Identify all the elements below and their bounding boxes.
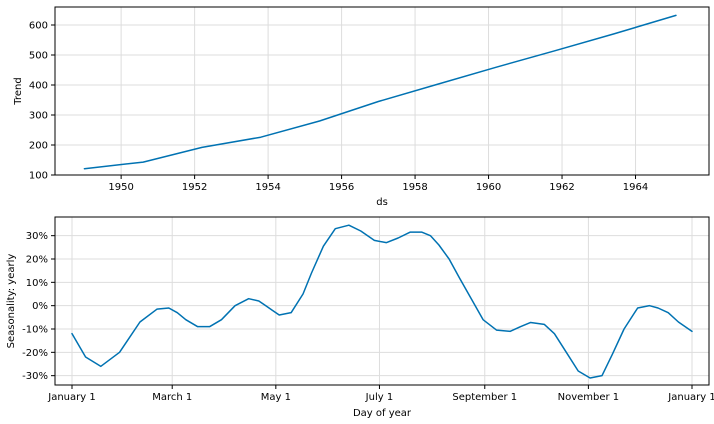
y-tick-label: 30% — [26, 231, 48, 242]
y-tick-label: -30% — [22, 371, 48, 382]
series-line — [83, 14, 677, 170]
x-tick-label: March 1 — [152, 392, 192, 403]
trend-panel: 1950 1952 1954 1956 1958 1960 1962 1964 100 200 30… — [13, 6, 710, 208]
x-tick-label: 1960 — [476, 182, 501, 193]
y-tick-label: 400 — [29, 81, 48, 92]
y-tick-label: 200 — [29, 141, 48, 152]
x-axis-title: Day of year — [353, 408, 412, 419]
y-tick-label: 20% — [26, 255, 48, 266]
x-tick-label: July 1 — [365, 392, 394, 403]
plot-frame — [54, 6, 710, 176]
y-tick-label: 10% — [26, 278, 48, 289]
plot-frame — [54, 216, 710, 386]
y-tick-label: 300 — [29, 111, 48, 122]
x-tick-label: November 1 — [558, 392, 620, 403]
y-tick-label: 100 — [29, 171, 48, 182]
x-axis-title: ds — [376, 197, 388, 208]
x-tick-label: 1952 — [182, 182, 207, 193]
x-tick-label: 1950 — [108, 182, 133, 193]
x-tick-label: 1962 — [549, 182, 574, 193]
x-tick-label: September 1 — [452, 392, 517, 403]
x-tick-label: January 1 — [47, 392, 95, 403]
x-tick-label: January 1 — [667, 392, 714, 403]
y-axis-title: Seasonality: yearly — [6, 254, 17, 349]
y-tick-label: 0% — [32, 301, 48, 312]
seasonality-panel: January 1 March 1 May 1 July 1 September 1 No… — [6, 216, 714, 419]
x-tick-label: 1954 — [255, 182, 280, 193]
y-axis-title: Trend — [13, 77, 24, 105]
y-tick-label: 500 — [29, 51, 48, 62]
series-line — [71, 224, 693, 379]
y-tick-label: -10% — [22, 325, 48, 336]
y-tick-label: -20% — [22, 348, 48, 359]
x-tick-label: May 1 — [261, 392, 291, 403]
x-tick-label: 1964 — [623, 182, 648, 193]
y-tick-label: 600 — [29, 21, 48, 32]
x-tick-label: 1956 — [329, 182, 354, 193]
x-tick-label: 1958 — [402, 182, 427, 193]
